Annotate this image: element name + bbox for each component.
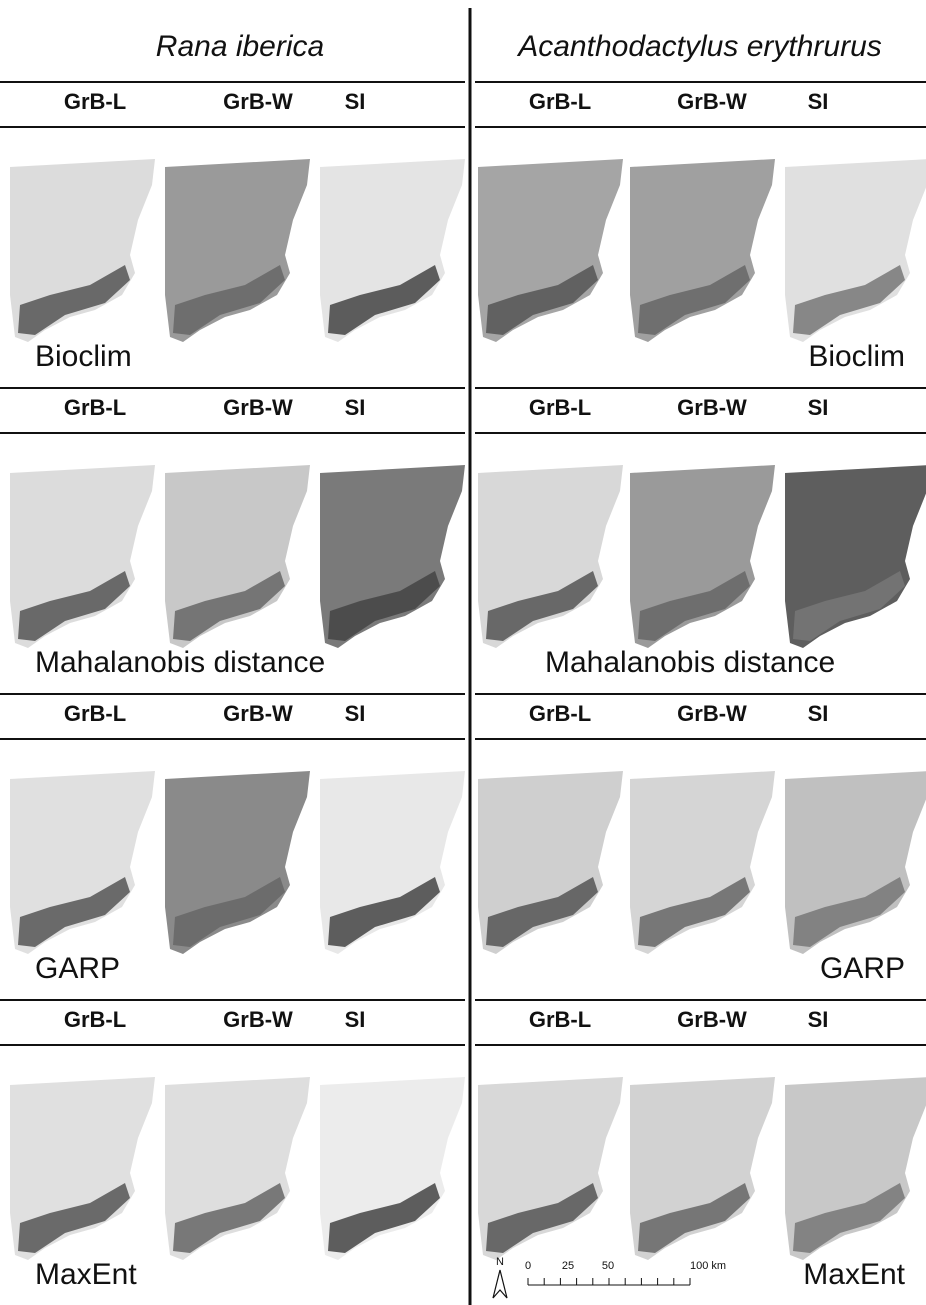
map-dark-area [173,1183,285,1253]
map [785,1077,926,1260]
map-dark-area [328,265,440,335]
column-label: GrB-W [677,395,747,420]
model-label: Bioclim [35,340,132,373]
column-label: SI [345,395,366,420]
column-label: GrB-L [64,1007,126,1032]
model-label: MaxEnt [803,1258,905,1291]
map-dark-area [638,1183,750,1253]
map-dark-area [793,265,905,335]
column-label: SI [808,1007,829,1032]
map [478,1077,623,1260]
map [785,159,926,342]
map-dark-area [173,265,285,335]
model-label: Mahalanobis distance [545,646,835,679]
map-dark-area [793,1183,905,1253]
column-label: SI [345,89,366,114]
column-label: GrB-W [677,89,747,114]
column-label: SI [808,89,829,114]
map-dark-area [486,571,598,641]
map-shape [785,159,926,342]
north-label: N [496,1256,504,1268]
map [630,159,775,342]
map [10,771,155,954]
map-dark-area [486,877,598,947]
north-arrow [492,1269,508,1299]
map [165,465,310,648]
column-label: GrB-W [223,701,293,726]
model-label: MaxEnt [35,1258,137,1291]
map [165,159,310,342]
map-dark-area [173,877,285,947]
map-dark-area [486,265,598,335]
map [478,771,623,954]
map [165,771,310,954]
map [320,1077,465,1260]
map-shape [785,771,926,954]
map-shape [785,465,926,648]
map [630,771,775,954]
map-dark-area [638,877,750,947]
scale-label: 50 [602,1260,614,1272]
column-label: GrB-L [529,89,591,114]
column-label: GrB-L [64,395,126,420]
map [630,1077,775,1260]
map-dark-area [173,571,285,641]
model-label: Mahalanobis distance [35,646,325,679]
column-label: GrB-W [223,89,293,114]
model-label: GARP [820,952,905,985]
column-label: GrB-W [677,1007,747,1032]
model-label: GARP [35,952,120,985]
map [785,771,926,954]
map-dark-area [18,265,130,335]
map-shape [785,1077,926,1260]
column-label: SI [808,395,829,420]
scale-label: 0 [525,1260,531,1272]
map-dark-area [486,1183,598,1253]
map [10,1077,155,1260]
column-label: GrB-W [677,701,747,726]
map-dark-area [328,877,440,947]
scale-label: 100 km [690,1260,726,1272]
map [320,159,465,342]
column-label: GrB-W [223,395,293,420]
column-label: SI [345,701,366,726]
column-label: SI [808,701,829,726]
map [165,1077,310,1260]
map [10,465,155,648]
map-dark-area [638,571,750,641]
map [630,465,775,648]
column-label: GrB-L [529,701,591,726]
map [478,159,623,342]
map [478,465,623,648]
column-label: GrB-W [223,1007,293,1032]
map-dark-area [18,877,130,947]
species-title: Acanthodactylus erythrurus [516,30,882,63]
map [10,159,155,342]
map-dark-area [328,1183,440,1253]
map-dark-area [18,1183,130,1253]
map-dark-area [18,571,130,641]
map-dark-area [793,877,905,947]
map [785,465,926,648]
column-label: GrB-L [529,395,591,420]
species-title: Rana iberica [156,30,324,63]
column-label: SI [345,1007,366,1032]
model-label: Bioclim [808,340,905,373]
map-dark-area [328,571,440,641]
map-dark-area [638,265,750,335]
map-dark-area [793,571,905,641]
map [320,771,465,954]
column-label: GrB-L [529,1007,591,1032]
scale-label: 25 [562,1260,574,1272]
column-label: GrB-L [64,701,126,726]
map [320,465,465,648]
column-label: GrB-L [64,89,126,114]
